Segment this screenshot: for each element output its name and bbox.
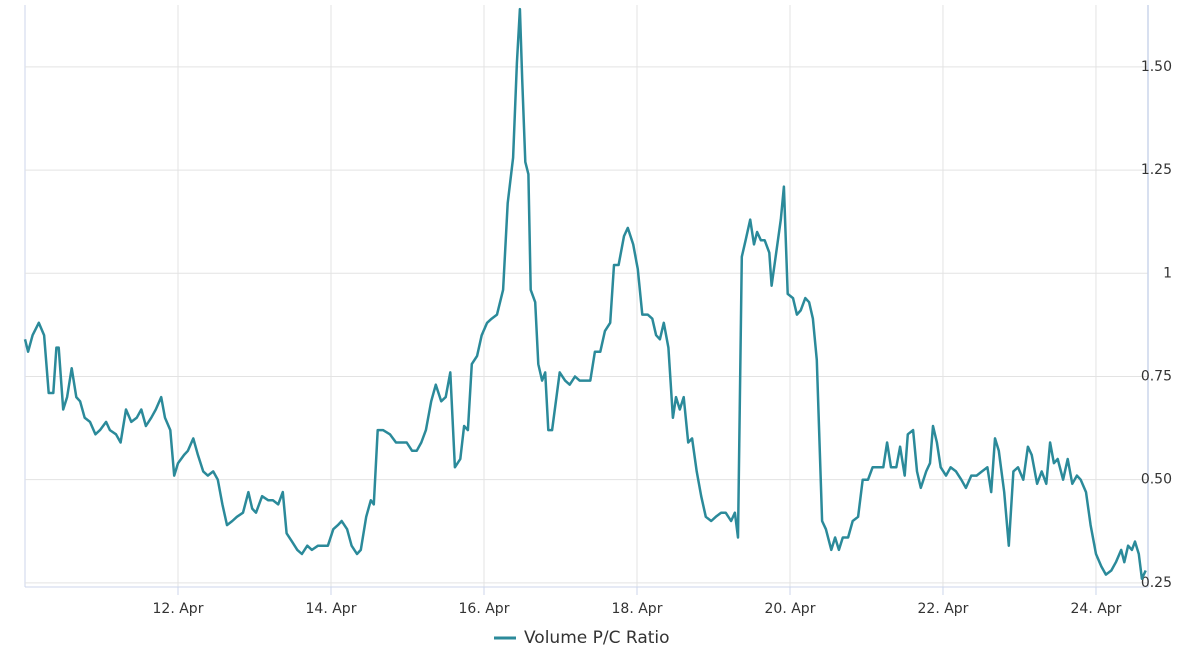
y-tick-label: 0.25 <box>1141 575 1172 591</box>
x-tick-label: 18. Apr <box>612 601 663 617</box>
y-tick-label: 0.50 <box>1141 472 1172 488</box>
data-line <box>23 7 1147 580</box>
legend-label: Volume P/C Ratio <box>524 628 670 648</box>
x-tick-label: 24. Apr <box>1071 601 1122 617</box>
x-tick-label: 22. Apr <box>918 601 969 617</box>
x-tick-label: 14. Apr <box>306 601 357 617</box>
y-tick-label: 1 <box>1163 265 1172 281</box>
y-tick-label: 1.25 <box>1141 162 1172 178</box>
x-tick-label: 20. Apr <box>765 601 816 617</box>
x-tick-label: 16. Apr <box>459 601 510 617</box>
y-tick-label: 1.50 <box>1141 59 1172 75</box>
y-tick-label: 0.75 <box>1141 368 1172 384</box>
x-tick-label: 12. Apr <box>153 601 204 617</box>
grid <box>25 5 1148 587</box>
